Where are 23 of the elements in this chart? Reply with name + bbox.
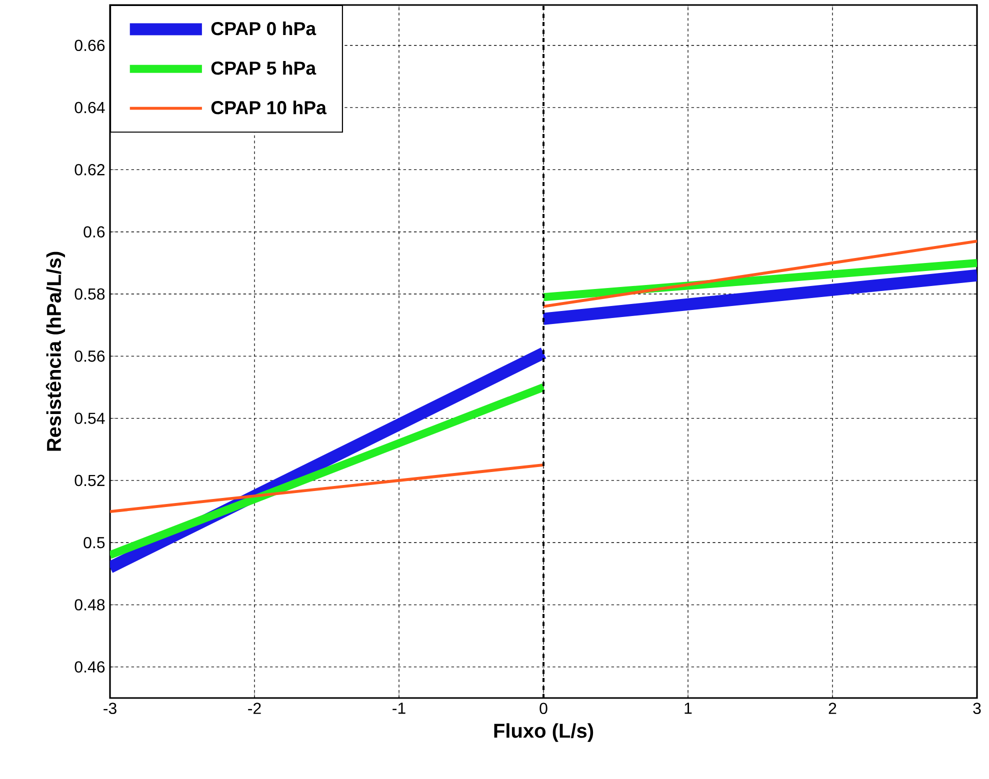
x-tick-label: -2 (248, 702, 261, 714)
x-tick-label: 1 (684, 702, 692, 714)
y-tick-label: 0.58 (74, 288, 105, 300)
legend-label: CPAP 10 hPa (211, 100, 327, 114)
x-tick-label: -3 (104, 702, 116, 714)
x-tick-label: -1 (392, 702, 406, 714)
y-tick-label: 0.66 (74, 40, 105, 52)
y-tick-label: 0.52 (74, 474, 104, 486)
y-tick-label: 0.62 (74, 164, 104, 176)
y-tick-label: 0.5 (84, 536, 105, 548)
y-tick-label: 0.48 (74, 599, 105, 610)
x-tick-label: 0 (540, 702, 548, 714)
y-tick-label: 0.56 (74, 350, 105, 362)
x-tick-label: 2 (828, 702, 836, 714)
y-tick-label: 0.6 (84, 226, 105, 238)
legend-label: CPAP 0 hPa (211, 22, 316, 36)
y-tick-label: 0.46 (74, 661, 105, 673)
x-axis-title: Fluxo (L/s) (494, 723, 594, 742)
y-tick-label: 0.64 (74, 102, 105, 114)
x-tick-label: 3 (973, 702, 981, 714)
y-axis-title: Resistência (hPa/L/s) (46, 252, 65, 451)
y-tick-label: 0.54 (74, 412, 105, 424)
legend-label: CPAP 5 hPa (211, 61, 316, 75)
